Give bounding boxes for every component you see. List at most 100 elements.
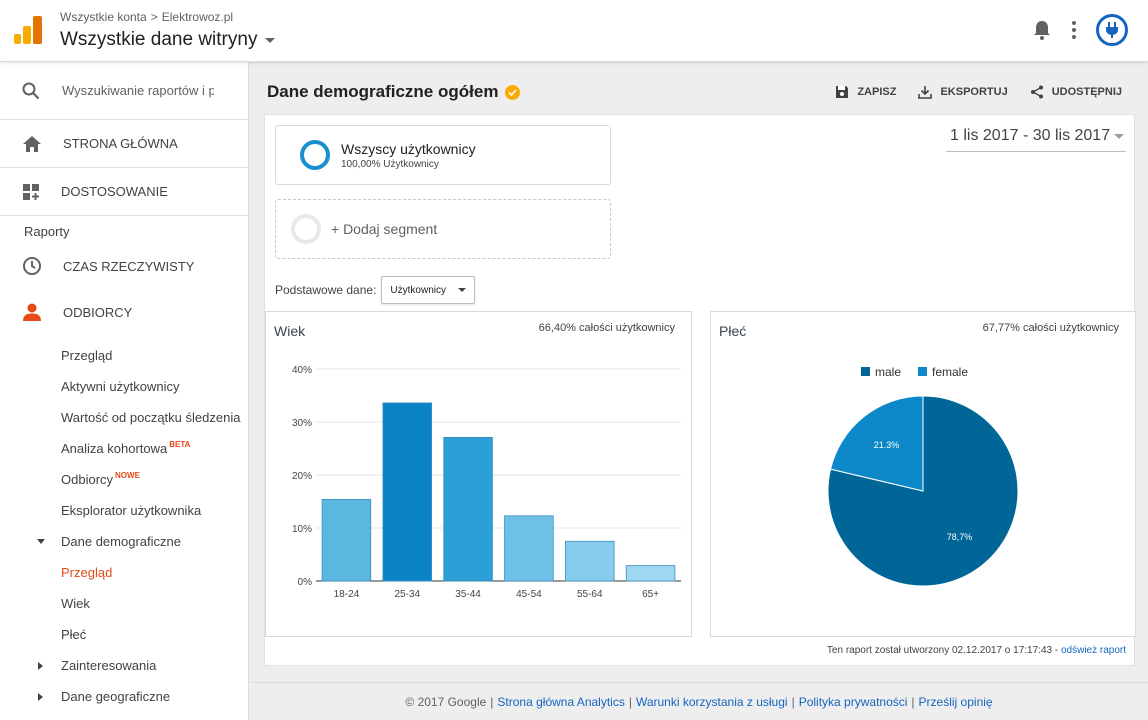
sidebar-subitem-geo[interactable]: Dane geograficzne bbox=[0, 681, 248, 712]
age-panel: Wiek 66,40% całości użytkownicy 0% 10% 20%… bbox=[265, 311, 692, 637]
share-button[interactable]: UDOSTĘPNIJ bbox=[1030, 85, 1122, 99]
sidebar-subitem-overview[interactable]: Przegląd bbox=[0, 340, 248, 371]
pie-label-male: 78,7% bbox=[947, 532, 973, 542]
property-selector[interactable]: Wszystkie dane witryny bbox=[60, 29, 276, 51]
account-avatar[interactable] bbox=[1096, 14, 1128, 46]
x-tick-label: 25-34 bbox=[394, 589, 420, 600]
bar-25-34 bbox=[382, 402, 432, 582]
breadcrumb[interactable]: Wszystkie konta > Elektrowoz.pl bbox=[60, 10, 233, 24]
sidebar-item-label: STRONA GŁÓWNA bbox=[63, 136, 178, 151]
page-title: Dane demograficzne ogółem bbox=[267, 82, 521, 102]
footer-link-terms[interactable]: Warunki korzystania z usługi bbox=[635, 694, 788, 709]
legend-swatch-male bbox=[861, 367, 870, 376]
chevron-down-icon bbox=[457, 288, 466, 292]
bar-35-44 bbox=[443, 436, 493, 582]
sidebar-subitem-label: Wiek bbox=[61, 596, 90, 611]
search-icon[interactable] bbox=[22, 82, 40, 100]
sidebar-subitem-lifetime-value[interactable]: Wartość od początku śledzenia bbox=[0, 402, 248, 433]
legend-label-male: male bbox=[875, 365, 901, 379]
gender-panel-title[interactable]: Płeć bbox=[719, 323, 747, 339]
date-range-picker[interactable]: 1 lis 2017 - 30 lis 2017 bbox=[946, 127, 1126, 152]
y-tick-label: 10% bbox=[292, 524, 312, 535]
expanded-arrow-icon[interactable] bbox=[37, 538, 45, 546]
save-icon bbox=[836, 86, 849, 98]
gender-panel-meta: 67,77% całości użytkownicy bbox=[982, 322, 1119, 334]
segment-placeholder-ring-icon bbox=[291, 214, 321, 244]
page-footer: © 2017 Google | Strona główna Analytics |… bbox=[250, 682, 1148, 720]
share-icon bbox=[1030, 85, 1043, 99]
chevron-down-icon[interactable] bbox=[265, 37, 276, 43]
sidebar-subitem-label: Analiza kohortowa bbox=[61, 441, 168, 456]
sidebar-subitem-label: Odbiorcy bbox=[61, 472, 114, 487]
dashboard-customize-icon bbox=[23, 183, 39, 200]
sidebar-item-realtime[interactable]: CZAS RZECZYWISTY bbox=[0, 248, 248, 284]
x-tick-label: 65+ bbox=[642, 589, 659, 600]
primary-dimension-select[interactable]: Użytkownicy bbox=[381, 276, 475, 304]
sidebar-subitem-user-explorer[interactable]: Eksplorator użytkownika bbox=[0, 495, 248, 526]
chevron-down-icon bbox=[1114, 133, 1124, 139]
search-input[interactable]: Wyszukiwanie raportów i pomocy bbox=[62, 83, 214, 98]
more-vert-icon[interactable] bbox=[1072, 21, 1076, 39]
sidebar-item-home[interactable]: STRONA GŁÓWNA bbox=[0, 120, 248, 168]
notifications-bell-icon[interactable] bbox=[1032, 19, 1052, 41]
sidebar-subitem-demographics-overview[interactable]: Przegląd bbox=[0, 557, 248, 588]
footnote-text: Ten raport został utworzony 02.12.2017 o… bbox=[826, 645, 1061, 656]
sidebar-subitem-gender[interactable]: Płeć bbox=[0, 619, 248, 650]
x-tick-label: 18-24 bbox=[334, 589, 360, 600]
report-card: Wszyscy użytkownicy 100,00% Użytkownicy … bbox=[264, 114, 1136, 666]
footer-link-analytics-home[interactable]: Strona główna Analytics bbox=[497, 694, 625, 709]
sidebar-subitem-audiences[interactable]: Odbiorcy NOWE bbox=[0, 464, 248, 495]
sidebar-subitem-label: Zainteresowania bbox=[61, 658, 157, 673]
sidebar-search[interactable]: Wyszukiwanie raportów i pomocy bbox=[0, 62, 248, 120]
age-panel-title[interactable]: Wiek bbox=[274, 323, 306, 339]
sidebar-subitem-label: Dane demograficzne bbox=[61, 534, 181, 549]
sidebar-item-label: ODBIORCY bbox=[63, 304, 133, 320]
sidebar: Wyszukiwanie raportów i pomocy STRONA GŁ… bbox=[0, 62, 249, 720]
collapsed-arrow-icon[interactable] bbox=[37, 662, 45, 670]
sidebar-item-audience[interactable]: ODBIORCY bbox=[0, 284, 248, 340]
report-footnote: Ten raport został utworzony 02.12.2017 o… bbox=[827, 645, 1126, 656]
sidebar-subitem-label: Wartość od początku śledzenia bbox=[61, 410, 241, 425]
breadcrumb-item-accounts[interactable]: Wszystkie konta bbox=[60, 10, 147, 24]
sidebar-subitem-active-users[interactable]: Aktywni użytkownicy bbox=[0, 371, 248, 402]
sidebar-subitem-label: Dane geograficzne bbox=[61, 689, 171, 704]
export-button[interactable]: EKSPORTUJ bbox=[918, 85, 1008, 99]
sidebar-item-customization[interactable]: DOSTOSOWANIE bbox=[0, 168, 248, 216]
collapsed-arrow-icon[interactable] bbox=[37, 693, 45, 701]
add-segment-button[interactable]: + Dodaj segment bbox=[275, 199, 611, 259]
export-button-label: EKSPORTUJ bbox=[940, 86, 1008, 98]
footer-copyright: © 2017 Google bbox=[405, 694, 487, 709]
clock-icon bbox=[23, 257, 41, 275]
save-button[interactable]: ZAPISZ bbox=[835, 85, 896, 99]
segment-ring-icon bbox=[300, 140, 330, 170]
property-title[interactable]: Wszystkie dane witryny bbox=[60, 29, 258, 50]
breadcrumb-item-property[interactable]: Elektrowoz.pl bbox=[161, 10, 234, 24]
legend-label-female: female bbox=[932, 365, 968, 379]
bar-65+ bbox=[625, 565, 676, 582]
pie-label-female: 21.3% bbox=[874, 440, 900, 450]
x-tick-label: 35-44 bbox=[455, 589, 481, 600]
segment-all-users[interactable]: Wszyscy użytkownicy 100,00% Użytkownicy bbox=[275, 125, 611, 185]
bar-45-54 bbox=[504, 515, 554, 582]
sidebar-subitem-interests[interactable]: Zainteresowania bbox=[0, 650, 248, 681]
sidebar-subitem-demographics[interactable]: Dane demograficzne bbox=[0, 526, 248, 557]
bar-18-24 bbox=[321, 498, 372, 582]
y-tick-label: 30% bbox=[292, 418, 312, 429]
refresh-report-link[interactable]: odśwież raport bbox=[1060, 645, 1126, 656]
add-segment-label: + Dodaj segment bbox=[331, 221, 438, 237]
sidebar-item-label: DOSTOSOWANIE bbox=[61, 184, 168, 199]
sidebar-subitem-cohort-analysis[interactable]: Analiza kohortowa BETA bbox=[0, 433, 248, 464]
analytics-logo-icon[interactable] bbox=[14, 16, 42, 44]
primary-dimension-label: Podstawowe dane: bbox=[275, 283, 377, 297]
segment-sub: 100,00% Użytkownicy bbox=[341, 158, 439, 170]
primary-dimension-value: Użytkownicy bbox=[390, 284, 446, 296]
footer-link-privacy[interactable]: Polityka prywatności bbox=[798, 694, 908, 709]
breadcrumb-separator: > bbox=[150, 10, 158, 24]
sidebar-subitem-label: Eksplorator użytkownika bbox=[61, 503, 202, 518]
y-tick-label: 20% bbox=[292, 471, 312, 482]
legend-swatch-female bbox=[918, 367, 927, 376]
footer-link-feedback[interactable]: Prześlij opinię bbox=[918, 694, 993, 709]
gender-pie-chart: male female 78,7% 21.3% bbox=[827, 365, 1019, 587]
date-range-value: 1 lis 2017 - 30 lis 2017 bbox=[950, 127, 1111, 144]
sidebar-subitem-age[interactable]: Wiek bbox=[0, 588, 248, 619]
